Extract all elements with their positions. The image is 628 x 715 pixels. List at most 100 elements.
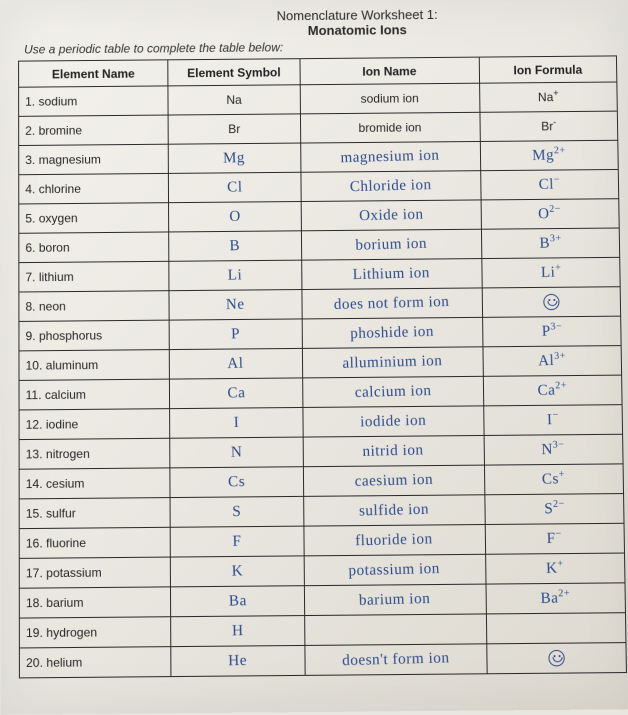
- cell-element-name: 4. chlorine: [19, 173, 169, 204]
- cell-element-symbol: Cs: [170, 467, 303, 498]
- ion-name-text: magnesium ion: [341, 148, 440, 166]
- cell-element-name: 2. bromine: [19, 115, 169, 145]
- cell-ion-formula: Ba2+: [486, 583, 626, 614]
- element-symbol-text: Al: [228, 356, 245, 372]
- cell-element-symbol: Al: [170, 348, 303, 379]
- cell-ion-formula: P3−: [482, 316, 621, 347]
- cell-element-symbol: N: [170, 437, 303, 468]
- cell-ion-formula: [482, 287, 621, 318]
- element-name-text: 4. chlorine: [19, 182, 81, 197]
- element-symbol-text: I: [233, 415, 239, 430]
- element-name-text: 15. sulfur: [20, 506, 76, 521]
- cell-ion-name: phoshide ion: [302, 317, 483, 348]
- element-name-text: 11. calcium: [20, 387, 86, 402]
- cell-ion-formula: [486, 643, 626, 674]
- cell-element-symbol: Br: [168, 114, 300, 144]
- cell-ion-name: caesium ion: [303, 465, 485, 496]
- element-name-text: 12. iodine: [20, 417, 79, 432]
- cell-element-name: 14. cesium: [19, 468, 170, 499]
- cell-ion-formula: S2−: [485, 494, 624, 525]
- cell-element-name: 7. lithium: [19, 261, 169, 292]
- cell-ion-formula: Cl−: [480, 169, 618, 199]
- element-name-text: 13. nitrogen: [20, 447, 90, 462]
- cell-ion-name: alluminium ion: [302, 347, 483, 378]
- ion-name-text: sulfide ion: [359, 502, 430, 519]
- cell-element-name: 17. potassium: [19, 557, 170, 588]
- cell-ion-name: doesn't form ion: [304, 644, 486, 676]
- element-name-text: 20. helium: [20, 655, 82, 670]
- ion-formula-text: Na+: [480, 90, 617, 105]
- cell-ion-formula: K+: [485, 553, 625, 584]
- element-symbol-text: S: [232, 504, 241, 520]
- cell-element-name: 15. sulfur: [19, 498, 170, 529]
- element-name-text: 1. sodium: [19, 94, 77, 109]
- cell-element-name: 12. iodine: [19, 409, 170, 440]
- element-symbol-text: Cl: [227, 180, 243, 196]
- cell-ion-name: sulfide ion: [303, 495, 485, 526]
- cell-ion-formula: Cs+: [484, 464, 623, 495]
- element-name-text: 19. hydrogen: [20, 625, 97, 640]
- element-name-text: 17. potassium: [20, 565, 102, 580]
- ion-formula-text: Li+: [540, 265, 561, 281]
- cell-element-name: 6. boron: [19, 232, 169, 263]
- ion-formula-text: K+: [546, 561, 564, 577]
- ion-formula-text: Al3+: [538, 353, 566, 369]
- ion-name-text: Oxide ion: [358, 207, 423, 224]
- cell-ion-formula: Ca2+: [483, 375, 622, 406]
- element-symbol-text: Cs: [228, 474, 245, 490]
- cell-ion-name: borium ion: [301, 229, 481, 260]
- cell-ion-formula: B3+: [481, 228, 620, 259]
- element-name-text: 6. boron: [19, 240, 69, 255]
- ion-formula-text: S2−: [544, 501, 565, 517]
- cell-ion-name: bromide ion: [300, 112, 480, 143]
- ion-name-text: caesium ion: [354, 472, 433, 489]
- element-symbol-text: Ca: [227, 385, 245, 401]
- ions-table: Element Name Element Symbol Ion Name Ion…: [18, 55, 627, 678]
- cell-element-symbol: P: [169, 319, 302, 350]
- element-symbol-text: Mg: [223, 150, 245, 166]
- ion-name-text: nitrid ion: [363, 443, 425, 460]
- worksheet-instruction: Use a periodic table to complete the tab…: [24, 37, 617, 56]
- cell-ion-name: iodide ion: [302, 406, 483, 437]
- cell-element-symbol: I: [170, 407, 303, 438]
- cell-ion-name: Lithium ion: [301, 259, 482, 290]
- cell-ion-name: calcium ion: [302, 376, 483, 407]
- element-name-text: 2. bromine: [19, 123, 82, 138]
- element-symbol-text: B: [230, 238, 241, 253]
- ion-name-text: fluoride ion: [355, 531, 433, 548]
- cell-element-name: 3. magnesium: [19, 144, 169, 175]
- element-name-text: 16. fluorine: [20, 536, 86, 551]
- cell-ion-formula: Br-: [480, 111, 618, 141]
- cell-element-name: 16. fluorine: [19, 527, 170, 558]
- cell-element-symbol: O: [169, 202, 301, 232]
- ion-name-text: phoshide ion: [350, 324, 434, 341]
- cell-element-symbol: Li: [169, 260, 301, 291]
- cell-ion-name: barium ion: [304, 584, 486, 615]
- element-name-text: 7. lithium: [19, 270, 73, 285]
- ion-formula-text: Mg2+: [532, 147, 566, 163]
- element-symbol-text: Na: [169, 92, 300, 107]
- ion-name-text: alluminium ion: [342, 353, 442, 371]
- cell-element-name: 5. oxygen: [19, 203, 169, 234]
- ion-name-text: potassium ion: [349, 561, 441, 579]
- cell-element-name: 13. nitrogen: [19, 438, 170, 469]
- ion-name-text: iodide ion: [360, 413, 427, 430]
- table-row: 20. helium Hedoesn't form ion: [19, 643, 626, 678]
- cell-element-symbol: He: [171, 645, 305, 676]
- element-name-text: 9. phosphorus: [19, 328, 102, 343]
- element-name-text: 14. cesium: [20, 476, 85, 491]
- ion-name-text: borium ion: [355, 236, 427, 253]
- cell-element-name: 8. neon: [19, 291, 169, 322]
- element-name-text: 18. barium: [20, 595, 84, 610]
- ion-formula-text: O2−: [538, 206, 562, 222]
- cell-element-symbol: Mg: [168, 143, 300, 173]
- table-body: 1. sodiumNasodium ionNa+2. bromineBrbrom…: [19, 82, 627, 678]
- cell-element-name: 11. calcium: [19, 379, 170, 410]
- cell-element-symbol: Cl: [169, 172, 301, 202]
- ion-formula-text: P3−: [541, 324, 562, 340]
- ion-formula-text: Cs+: [542, 471, 566, 487]
- worksheet-page: Nomenclature Worksheet 1: Monatomic Ions…: [0, 0, 628, 715]
- ion-formula-text: Br-: [480, 119, 617, 134]
- cell-ion-formula: [486, 613, 626, 644]
- cell-ion-name: does not form ion: [301, 288, 482, 319]
